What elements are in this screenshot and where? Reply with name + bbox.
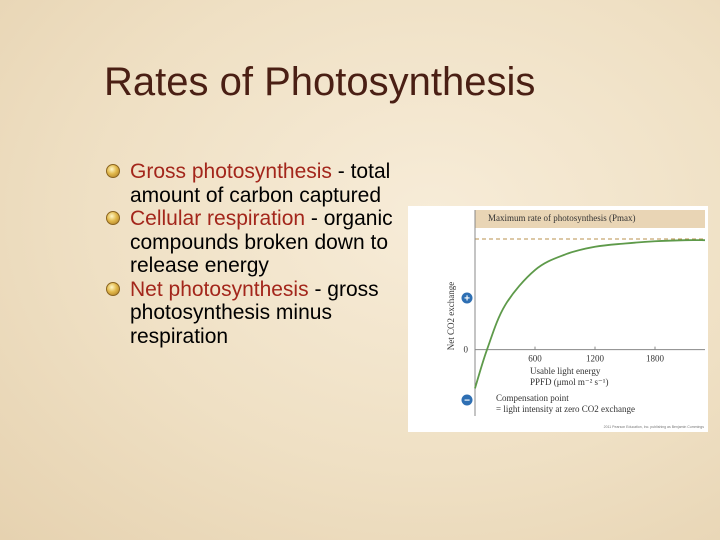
copyright-note: 2011 Pearson Education, Inc. publishing … bbox=[604, 425, 705, 429]
bullet-icon bbox=[106, 281, 120, 296]
photosynthesis-light-response-figure: Maximum rate of photosynthesis (Pmax) Ne… bbox=[408, 206, 708, 432]
pmax-label: Maximum rate of photosynthesis (Pmax) bbox=[488, 213, 635, 223]
bullet-text: - gross photosynthesis minus respiration bbox=[130, 277, 379, 348]
x-ticks: 600 1200 1800 bbox=[528, 346, 665, 364]
compensation-label-line1: Compensation point bbox=[496, 393, 569, 403]
x-tick-label: 1800 bbox=[646, 354, 665, 364]
y-zero-label: 0 bbox=[464, 345, 469, 355]
bullet-text: - total amount of carbon captured bbox=[130, 160, 391, 207]
y-axis-label: Net CO2 exchange bbox=[446, 282, 456, 350]
pmax-band bbox=[475, 210, 705, 228]
bullet-icon bbox=[106, 164, 120, 178]
x-axis-label-line1: Usable light energy bbox=[530, 366, 601, 376]
plus-symbol: + bbox=[464, 294, 470, 305]
net-co2-curve bbox=[474, 239, 706, 389]
minus-badge-icon bbox=[461, 394, 473, 406]
plus-badge-icon bbox=[461, 292, 473, 304]
compensation-label-line2: = light intensity at zero CO2 exchange bbox=[496, 404, 635, 414]
x-axis-label-line2: PPFD (μmol m⁻² s⁻¹) bbox=[530, 377, 609, 387]
bullet-cellular-respiration: Cellular respiration - organic compounds… bbox=[104, 207, 394, 278]
bullet-net-photosynthesis: Net photosynthesis - gross photosynthesi… bbox=[104, 278, 394, 349]
minus-symbol: − bbox=[464, 396, 470, 407]
bullet-gross-photosynthesis: Gross photosynthesis - total amount of c… bbox=[104, 160, 394, 207]
bullet-term: Net photosynthesis bbox=[130, 277, 309, 301]
x-tick-label: 600 bbox=[528, 354, 542, 364]
light-response-chart: Maximum rate of photosynthesis (Pmax) Ne… bbox=[446, 210, 706, 429]
bullet-term: Gross photosynthesis bbox=[130, 160, 332, 183]
bullet-icon bbox=[106, 211, 120, 225]
bullet-term: Cellular respiration bbox=[130, 207, 306, 230]
bullet-text: - organic compounds broken down to relea… bbox=[130, 207, 393, 277]
x-tick-label: 1200 bbox=[586, 354, 605, 364]
bullet-list: Gross photosynthesis - total amount of c… bbox=[104, 160, 394, 348]
slide-title: Rates of Photosynthesis bbox=[104, 60, 536, 104]
